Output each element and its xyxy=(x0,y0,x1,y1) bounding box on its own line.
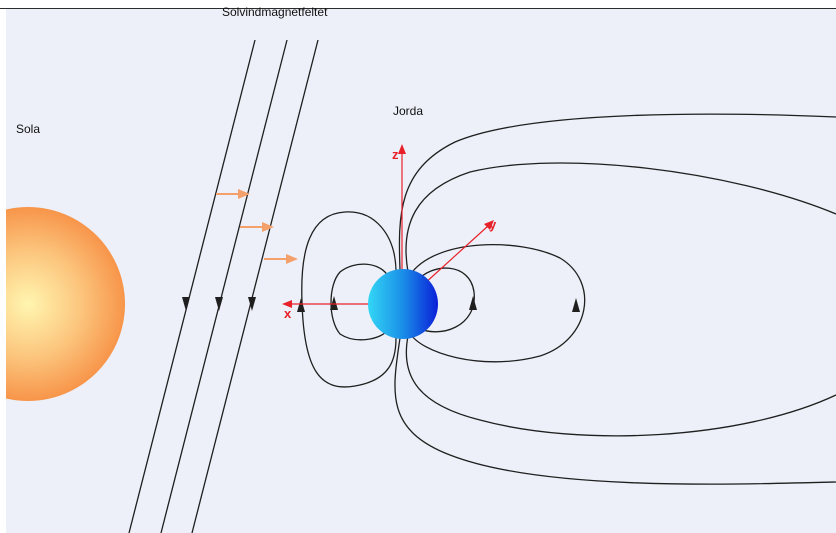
diagram-background xyxy=(6,9,836,533)
field-arrow-down-icon xyxy=(182,297,190,311)
y-axis-label: y xyxy=(489,217,497,232)
x-axis-label: x xyxy=(284,306,292,321)
nightside-loop xyxy=(409,243,586,363)
tail-line-outer-bottom xyxy=(394,337,836,485)
z-axis-arrow-icon xyxy=(398,144,406,154)
earth-field-lines xyxy=(301,113,836,485)
solar-wind-arrow-icon xyxy=(216,189,250,199)
solar-wind-field-lines xyxy=(128,39,319,533)
sun xyxy=(6,207,125,401)
earth-field-arrows xyxy=(297,296,580,312)
solar-field-arrows xyxy=(182,297,256,311)
solar-field-line xyxy=(128,39,256,533)
top-divider xyxy=(0,8,836,9)
z-axis-label: z xyxy=(392,147,399,162)
solar-wind-arrow-icon xyxy=(240,222,274,232)
sun-label: Sola xyxy=(16,122,40,136)
tail-line-inner-bottom xyxy=(405,335,836,437)
nightside-small-loop xyxy=(415,267,475,333)
solar-field-line xyxy=(160,39,288,533)
field-arrow-up-icon xyxy=(469,296,477,310)
x-axis-arrow-icon xyxy=(282,300,292,308)
y-axis-arrow-icon xyxy=(484,220,494,230)
solar-wind-arrow-icon xyxy=(264,254,298,264)
field-arrow-up-icon xyxy=(572,298,580,312)
solar-wind-arrows xyxy=(216,189,298,264)
field-arrow-up-icon xyxy=(297,298,305,312)
field-arrow-down-icon xyxy=(248,297,256,311)
dayside-loop-inner xyxy=(330,263,389,341)
earth xyxy=(368,269,438,339)
solar-field-line xyxy=(191,39,319,533)
field-arrow-up-icon xyxy=(330,296,338,310)
tail-line-inner-top xyxy=(405,162,836,273)
earth-label: Jorda xyxy=(393,104,423,118)
solar-wind-field-label: Solvindmagnetfeltet xyxy=(222,5,328,19)
field-arrow-down-icon xyxy=(215,297,223,311)
